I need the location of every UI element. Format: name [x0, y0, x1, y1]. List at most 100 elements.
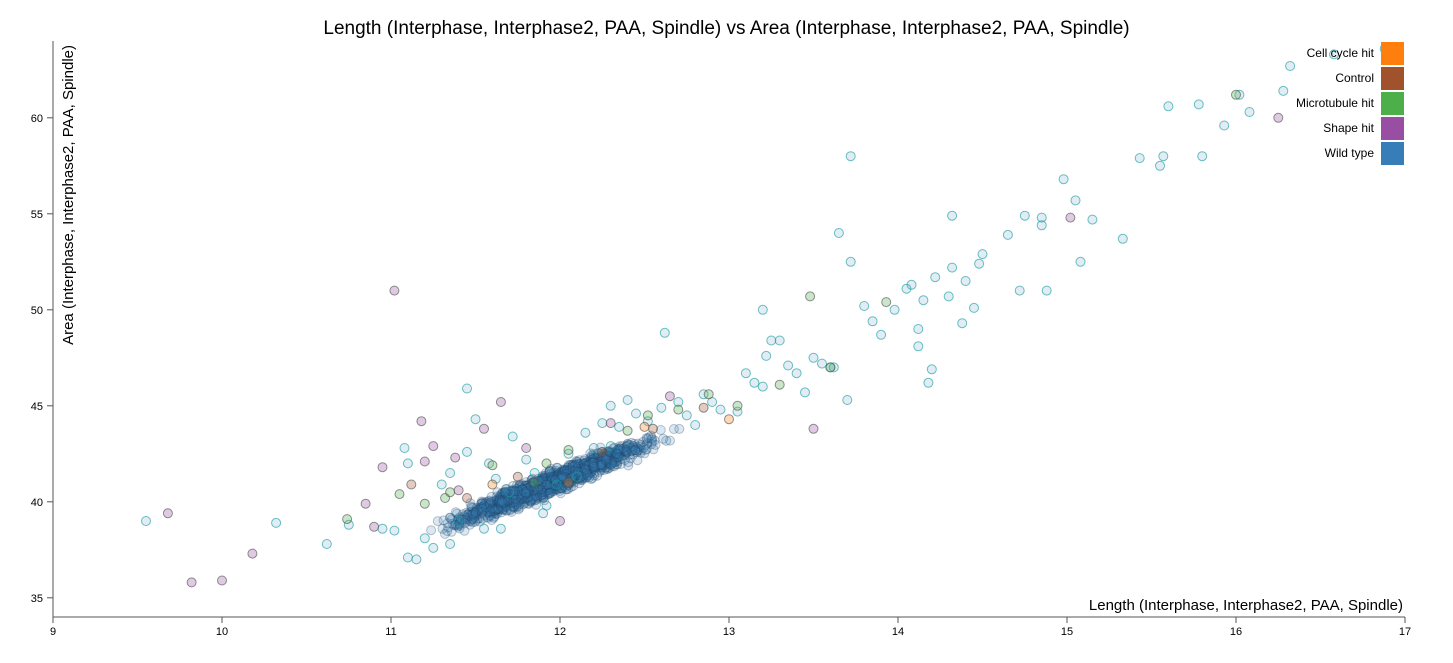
data-point	[521, 493, 532, 504]
data-point	[556, 472, 567, 483]
data-point	[542, 482, 552, 493]
data-point	[594, 457, 605, 468]
data-point	[574, 471, 585, 482]
data-point	[536, 491, 547, 502]
data-point	[511, 497, 522, 508]
data-point	[514, 494, 525, 505]
data-point	[525, 496, 536, 507]
data-point	[487, 506, 498, 517]
data-point	[604, 455, 615, 466]
data-point	[624, 440, 635, 450]
data-point	[477, 503, 488, 514]
data-point	[485, 501, 496, 512]
data-point	[494, 499, 505, 510]
data-point	[639, 448, 650, 459]
data-point	[533, 473, 544, 484]
data-point	[532, 493, 543, 504]
data-point	[540, 479, 551, 490]
data-point	[517, 488, 527, 498]
data-point	[690, 420, 701, 430]
data-point	[519, 489, 530, 500]
data-point	[501, 502, 511, 512]
data-point	[1041, 285, 1052, 296]
data-point	[416, 416, 427, 427]
data-point	[520, 481, 531, 492]
data-point	[506, 506, 517, 517]
data-point	[471, 510, 482, 520]
data-point	[534, 480, 545, 491]
data-point	[631, 442, 642, 453]
data-point	[510, 494, 521, 505]
data-point	[511, 495, 522, 506]
data-point	[740, 368, 751, 379]
data-point	[552, 472, 563, 483]
data-point	[580, 463, 591, 474]
data-point	[555, 516, 565, 526]
data-point	[513, 485, 524, 496]
data-point	[635, 440, 646, 450]
y-tick-label: 50	[31, 305, 43, 317]
data-point	[611, 459, 622, 470]
data-point	[470, 506, 481, 517]
data-point	[595, 459, 606, 470]
data-point	[419, 456, 430, 467]
data-point	[528, 490, 539, 501]
data-point	[546, 481, 557, 492]
data-point	[468, 503, 479, 513]
data-point	[614, 449, 625, 460]
data-point	[447, 518, 458, 529]
data-point	[541, 480, 552, 491]
data-point	[494, 497, 505, 507]
data-point	[519, 487, 530, 498]
legend-swatch	[1381, 142, 1404, 165]
data-point	[512, 495, 523, 506]
data-point	[583, 460, 594, 471]
data-point	[574, 467, 585, 478]
data-point	[593, 460, 604, 471]
data-point	[568, 466, 579, 476]
data-point	[470, 506, 481, 517]
data-point	[527, 485, 538, 496]
data-point	[480, 509, 491, 520]
data-point	[613, 445, 624, 456]
data-point	[515, 494, 526, 505]
data-point	[428, 542, 439, 553]
data-point	[525, 495, 536, 506]
data-point	[474, 503, 485, 514]
data-point	[589, 460, 600, 470]
data-point	[459, 525, 470, 536]
data-point	[521, 454, 532, 465]
data-point	[501, 505, 512, 516]
data-point	[495, 397, 506, 407]
data-point	[516, 484, 527, 495]
data-point	[642, 434, 653, 444]
data-point	[514, 493, 525, 504]
data-point	[162, 508, 173, 519]
data-point	[476, 502, 487, 513]
data-point	[592, 470, 603, 481]
data-point	[426, 525, 437, 536]
data-point	[545, 476, 556, 487]
data-point	[808, 352, 819, 363]
data-point	[517, 480, 528, 491]
data-point	[548, 467, 559, 478]
data-point	[541, 480, 552, 491]
data-point	[488, 505, 499, 516]
data-point	[369, 521, 380, 532]
data-point	[523, 479, 534, 490]
data-point	[512, 490, 523, 501]
data-point	[445, 512, 455, 523]
data-point	[465, 519, 475, 530]
data-point	[507, 502, 518, 513]
data-point	[488, 508, 499, 519]
data-point	[586, 462, 597, 473]
data-point	[628, 449, 639, 460]
y-tick-label: 40	[31, 497, 43, 509]
data-point	[522, 490, 533, 500]
data-point	[622, 440, 633, 451]
data-point	[575, 466, 586, 477]
data-point	[612, 459, 622, 470]
data-point	[522, 492, 533, 503]
data-point	[582, 460, 592, 471]
data-point	[489, 503, 500, 514]
